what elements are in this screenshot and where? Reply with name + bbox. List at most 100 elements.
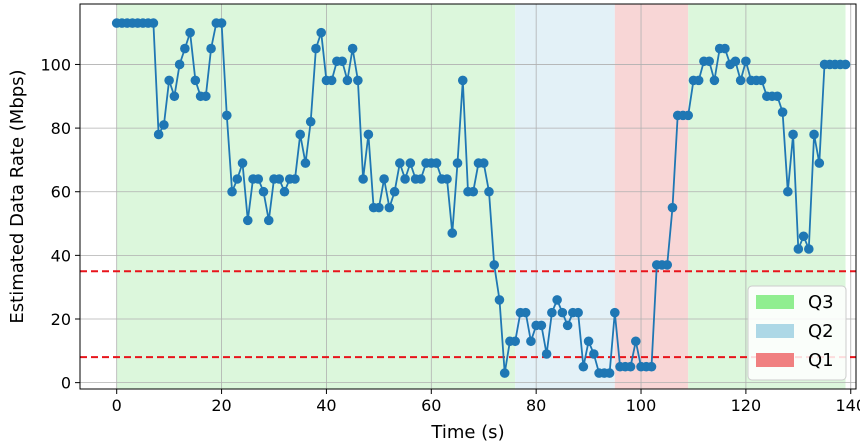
data-point — [573, 307, 583, 318]
data-point — [709, 75, 720, 86]
data-point — [788, 129, 798, 140]
data-point — [840, 59, 851, 70]
x-tick-label: 40 — [316, 396, 336, 415]
data-point — [263, 215, 274, 226]
data-point — [174, 59, 185, 70]
data-point — [520, 307, 531, 318]
data-point — [363, 129, 374, 140]
data-point — [589, 349, 599, 359]
y-axis-label: Estimated Data Rate (Mbps) — [7, 69, 28, 323]
data-point — [374, 202, 384, 213]
data-point — [541, 349, 552, 359]
data-point — [683, 110, 694, 121]
y-axis-ticks: 0 20 40 60 80 100 — [40, 55, 80, 393]
data-point — [809, 129, 819, 140]
data-point — [442, 174, 452, 184]
data-point — [405, 158, 416, 168]
data-point — [242, 215, 253, 226]
data-point — [447, 228, 458, 238]
data-point — [353, 75, 363, 86]
data-point — [457, 75, 468, 86]
data-point — [253, 174, 264, 184]
y-tick-label: 80 — [51, 119, 71, 138]
data-point — [741, 56, 751, 67]
grid — [80, 4, 856, 389]
data-point — [347, 43, 358, 54]
data-point — [237, 158, 248, 168]
data-point — [311, 43, 321, 54]
data-point — [290, 174, 300, 184]
data-point — [201, 91, 211, 102]
data-point — [630, 336, 641, 347]
y-tick-label: 0 — [61, 374, 71, 393]
data-point — [395, 158, 405, 168]
data-point — [552, 295, 562, 305]
data-point — [720, 43, 730, 54]
data-point — [316, 27, 326, 38]
x-tick-label: 140 — [835, 396, 860, 415]
data-point — [400, 174, 410, 184]
data-point — [342, 75, 353, 86]
data-point — [484, 186, 494, 197]
data-point — [704, 56, 714, 67]
data-series — [111, 18, 851, 378]
data-point — [206, 43, 216, 54]
legend: Q3 Q2 Q1 — [747, 285, 847, 381]
data-point — [604, 368, 615, 378]
data-point — [756, 75, 767, 86]
data-point — [274, 174, 285, 184]
y-tick-label: 40 — [51, 246, 71, 265]
legend-label-q1: Q1 — [808, 350, 834, 371]
data-point — [662, 260, 673, 270]
x-tick-label: 80 — [526, 396, 546, 415]
data-point — [814, 158, 825, 168]
data-point — [159, 120, 169, 130]
data-point — [557, 307, 568, 318]
data-point — [798, 231, 809, 242]
data-point — [305, 116, 316, 127]
legend-swatch-q3 — [756, 295, 794, 309]
data-point — [148, 18, 159, 28]
data-point — [468, 186, 479, 197]
data-point — [232, 174, 243, 184]
data-point — [337, 56, 347, 67]
data-point — [358, 174, 368, 184]
data-point — [153, 129, 164, 140]
data-point — [772, 91, 783, 102]
plot-frame — [79, 3, 857, 390]
data-point — [326, 75, 337, 86]
x-tick-label: 100 — [626, 396, 657, 415]
data-point — [646, 361, 657, 372]
data-point — [258, 186, 269, 197]
data-point — [510, 336, 520, 347]
y-tick-label: 100 — [40, 55, 71, 74]
data-point — [804, 244, 814, 254]
data-point — [478, 158, 489, 168]
x-tick-label: 0 — [112, 396, 122, 415]
data-point — [489, 260, 500, 270]
data-point — [777, 107, 788, 117]
data-point — [625, 361, 636, 372]
data-point — [190, 75, 201, 86]
data-point — [216, 18, 227, 28]
data-point — [499, 368, 510, 378]
data-point — [494, 295, 505, 305]
data-point — [730, 56, 741, 67]
data-point — [222, 110, 232, 121]
region-q2-1 — [515, 4, 615, 389]
data-point — [562, 320, 573, 331]
x-tick-label: 120 — [731, 396, 762, 415]
data-point — [793, 244, 804, 254]
legend-label-q2: Q2 — [808, 321, 834, 342]
data-point — [227, 186, 237, 197]
data-point — [169, 91, 180, 102]
y-tick-label: 20 — [51, 310, 71, 329]
data-point — [578, 361, 589, 372]
data-point — [300, 158, 311, 168]
data-point — [295, 129, 306, 140]
data-point — [667, 202, 678, 213]
legend-swatch-q2 — [756, 324, 794, 338]
data-point — [452, 158, 463, 168]
data-point — [279, 186, 290, 197]
